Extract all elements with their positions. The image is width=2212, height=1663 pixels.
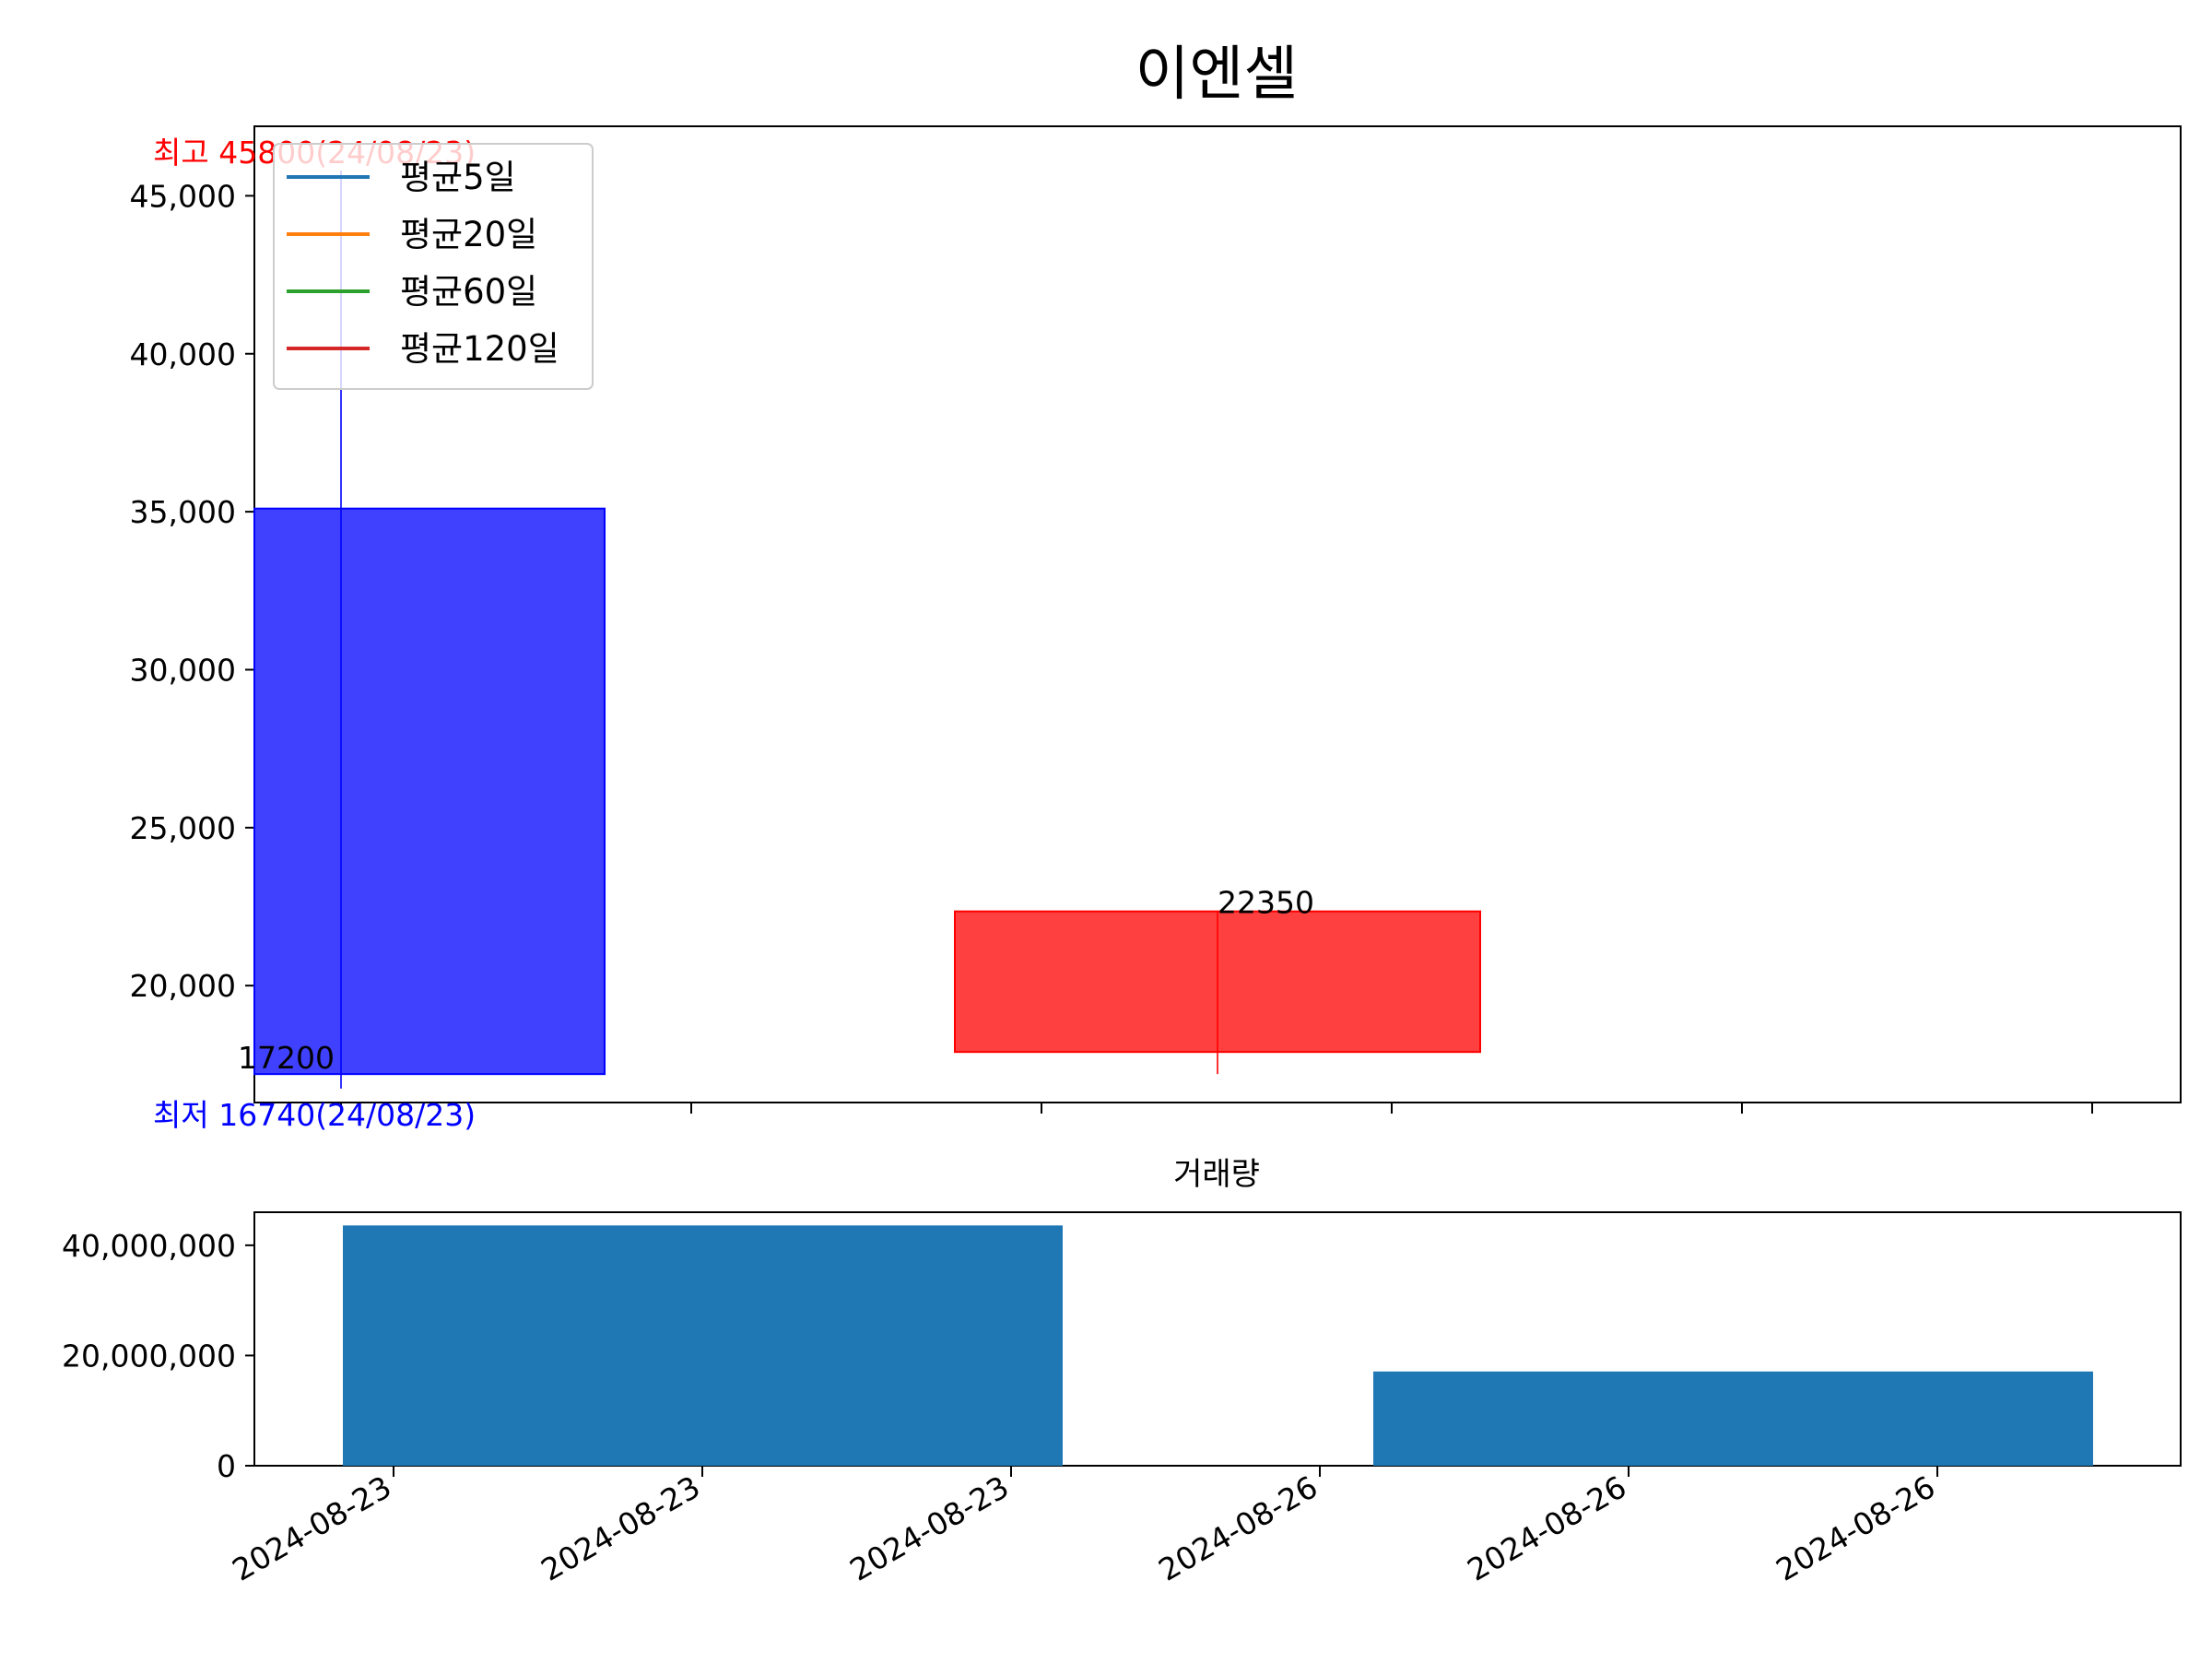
legend-box <box>273 143 594 390</box>
price-y-tick-label: 40,000 <box>130 336 236 372</box>
volume-y-tick-label: 20,000,000 <box>62 1338 236 1374</box>
volume-subplot-title: 거래량 <box>1173 1156 1260 1193</box>
volume-bar <box>1373 1371 2093 1466</box>
close-value-label: 17200 <box>238 1040 335 1076</box>
close-value-label: 22350 <box>1218 885 1314 921</box>
price-y-tick-label: 45,000 <box>130 178 236 214</box>
volume-x-tick-label: 2024-08-26 <box>1770 1468 1941 1588</box>
volume-x-tick-label: 2024-08-23 <box>226 1468 397 1588</box>
legend-label: 평균20일 <box>400 215 537 254</box>
volume-x-tick-label: 2024-08-23 <box>843 1468 1015 1588</box>
low-annotation: 최저 16740(24/08/23) <box>153 1097 476 1133</box>
price-y-tick-label: 25,000 <box>130 810 236 846</box>
volume-x-tick-label: 2024-08-23 <box>535 1468 706 1588</box>
legend-label: 평균120일 <box>400 329 559 369</box>
volume-plot-frame <box>253 1211 2182 1467</box>
legend-label: 평균60일 <box>400 272 537 312</box>
candle-body <box>253 507 606 1076</box>
volume-x-tick-label: 2024-08-26 <box>1152 1468 1324 1588</box>
price-y-tick-label: 20,000 <box>130 968 236 1004</box>
price-y-tick-label: 35,000 <box>130 494 236 530</box>
chart-title: 이엔셀 <box>1135 41 1299 109</box>
legend-label: 평균5일 <box>400 158 516 197</box>
volume-y-tick-label: 40,000,000 <box>62 1228 236 1264</box>
volume-y-tick-label: 0 <box>217 1448 236 1484</box>
volume-bar <box>343 1225 1063 1466</box>
volume-x-tick-label: 2024-08-26 <box>1461 1468 1632 1588</box>
price-y-tick-label: 30,000 <box>130 652 236 688</box>
